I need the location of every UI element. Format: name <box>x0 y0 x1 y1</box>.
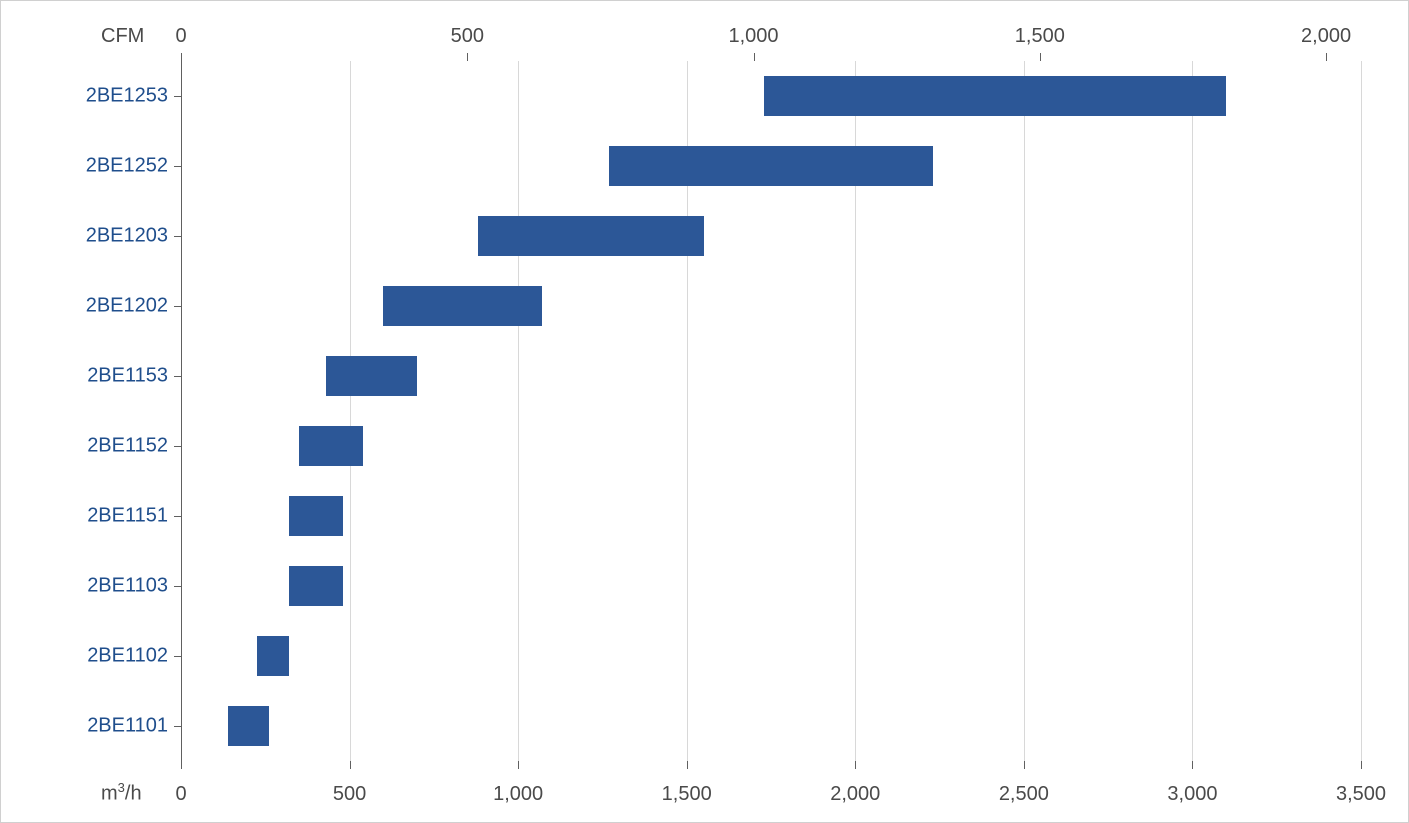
bottom-tick-mark <box>1361 761 1362 769</box>
bottom-tick-label: 2,000 <box>830 783 880 806</box>
top-tick-label: 2,000 <box>1301 25 1351 48</box>
range-bar <box>478 216 704 256</box>
y-tick-mark <box>174 516 181 517</box>
gridline-vertical <box>1024 61 1025 761</box>
bottom-tick-mark <box>1024 761 1025 769</box>
range-bar <box>383 286 541 326</box>
gridline-vertical <box>350 61 351 761</box>
category-label: 2BE1101 <box>87 715 168 738</box>
bottom-tick-label: 1,000 <box>493 783 543 806</box>
top-tick-mark <box>467 53 468 61</box>
category-label: 2BE1151 <box>87 505 168 528</box>
category-label: 2BE1103 <box>87 575 168 598</box>
category-label: 2BE1253 <box>86 85 168 108</box>
y-tick-mark <box>174 586 181 587</box>
y-tick-mark <box>174 96 181 97</box>
top-axis-title: CFM <box>101 25 144 48</box>
bottom-tick-mark <box>181 761 182 769</box>
y-tick-mark <box>174 446 181 447</box>
top-tick-label: 1,000 <box>729 25 779 48</box>
category-label: 2BE1153 <box>87 365 168 388</box>
category-label: 2BE1102 <box>87 645 168 668</box>
y-tick-mark <box>174 726 181 727</box>
top-tick-mark <box>754 53 755 61</box>
y-tick-mark <box>174 166 181 167</box>
bottom-tick-mark <box>518 761 519 769</box>
range-bar <box>299 426 363 466</box>
bottom-tick-label: 3,000 <box>1167 783 1217 806</box>
category-label: 2BE1202 <box>86 295 168 318</box>
range-bar <box>764 76 1226 116</box>
gridline-vertical <box>518 61 519 761</box>
range-bar <box>257 636 289 676</box>
bottom-tick-label: 500 <box>333 783 366 806</box>
bottom-tick-mark <box>350 761 351 769</box>
bottom-tick-mark <box>687 761 688 769</box>
gridline-vertical <box>1192 61 1193 761</box>
top-tick-mark <box>1326 53 1327 61</box>
top-tick-label: 1,500 <box>1015 25 1065 48</box>
bottom-axis-title: m3/h <box>101 780 142 806</box>
y-tick-mark <box>174 656 181 657</box>
range-bar <box>289 566 343 606</box>
range-bar <box>609 146 933 186</box>
top-tick-mark <box>1040 53 1041 61</box>
top-tick-label: 0 <box>175 25 186 48</box>
category-label: 2BE1152 <box>87 435 168 458</box>
bottom-tick-label: 0 <box>175 783 186 806</box>
bottom-tick-mark <box>1192 761 1193 769</box>
y-tick-mark <box>174 306 181 307</box>
category-label: 2BE1203 <box>86 225 168 248</box>
category-label: 2BE1252 <box>86 155 168 178</box>
range-bar <box>289 496 343 536</box>
bottom-tick-label: 1,500 <box>662 783 712 806</box>
top-tick-label: 500 <box>451 25 484 48</box>
y-tick-mark <box>174 376 181 377</box>
gridline-vertical <box>1361 61 1362 761</box>
range-bar <box>326 356 417 396</box>
bottom-tick-label: 2,500 <box>999 783 1049 806</box>
y-tick-mark <box>174 236 181 237</box>
top-tick-mark <box>181 53 182 61</box>
bottom-tick-mark <box>855 761 856 769</box>
range-bar-chart: CFM m3/h 0 500 1,000 1,500 2,000 2,500 3,000 3,… <box>0 0 1409 823</box>
bottom-tick-label: 3,500 <box>1336 783 1386 806</box>
range-bar <box>228 706 268 746</box>
